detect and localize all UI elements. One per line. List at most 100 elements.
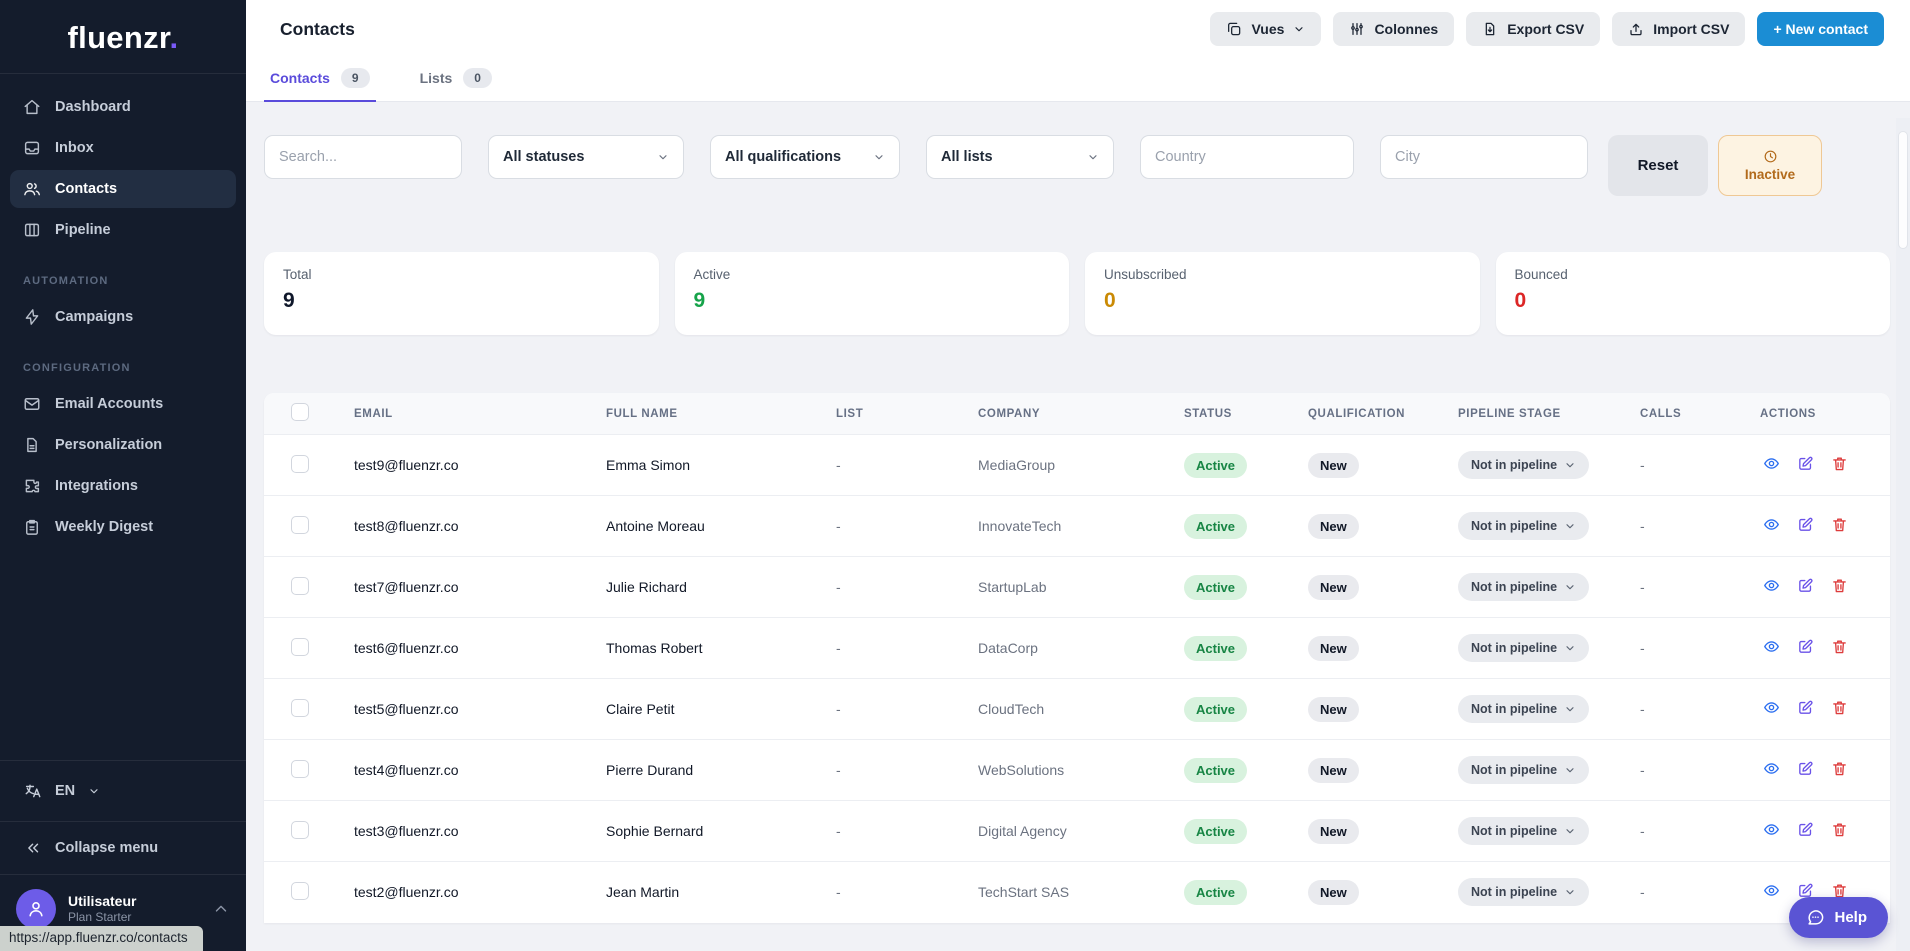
tab-lists[interactable]: Lists0 [414, 56, 498, 102]
vues-button[interactable]: Vues [1210, 12, 1321, 46]
column-header-actions: ACTIONS [1748, 393, 1890, 435]
sidebar-item-dashboard[interactable]: Dashboard [10, 88, 236, 126]
chevron-down-icon [1564, 886, 1576, 898]
tab-contacts[interactable]: Contacts9 [264, 56, 376, 102]
sidebar-item-pipeline[interactable]: Pipeline [10, 211, 236, 249]
colonnes-button[interactable]: Colonnes [1333, 12, 1454, 46]
stat-label: Active [694, 267, 1051, 282]
delete-contact-button[interactable] [1828, 635, 1851, 661]
delete-contact-button[interactable] [1828, 818, 1851, 844]
status-badge: Active [1184, 453, 1247, 478]
row-checkbox[interactable] [291, 882, 309, 900]
edit-contact-button[interactable] [1794, 635, 1817, 661]
country-input[interactable] [1140, 135, 1354, 179]
delete-contact-button[interactable] [1828, 513, 1851, 539]
eye-icon [1763, 760, 1780, 777]
sidebar-item-label: Pipeline [55, 222, 111, 238]
row-checkbox[interactable] [291, 821, 309, 839]
view-contact-button[interactable] [1760, 452, 1783, 478]
delete-contact-button[interactable] [1828, 696, 1851, 722]
list-cell: - [824, 618, 966, 679]
collapse-menu-button[interactable]: Collapse menu [0, 822, 246, 874]
row-checkbox[interactable] [291, 516, 309, 534]
status-filter[interactable]: All statuses [488, 135, 684, 179]
actions-cell [1748, 435, 1890, 496]
actions-cell [1748, 496, 1890, 557]
calls-cell: - [1628, 740, 1748, 801]
list-filter[interactable]: All lists [926, 135, 1114, 179]
pipeline-stage-dropdown[interactable]: Not in pipeline [1458, 573, 1589, 601]
city-input[interactable] [1380, 135, 1588, 179]
sidebar-item-personalization[interactable]: Personalization [10, 426, 236, 464]
view-contact-button[interactable] [1760, 513, 1783, 539]
sidebar-item-inbox[interactable]: Inbox [10, 129, 236, 167]
view-contact-button[interactable] [1760, 574, 1783, 600]
reset-button[interactable]: Reset [1608, 135, 1708, 196]
export-csv-button[interactable]: Export CSV [1466, 12, 1600, 46]
view-contact-button[interactable] [1760, 757, 1783, 783]
pipeline-stage-dropdown[interactable]: Not in pipeline [1458, 756, 1589, 784]
sidebar-item-email-accounts[interactable]: Email Accounts [10, 385, 236, 423]
view-contact-button[interactable] [1760, 818, 1783, 844]
row-checkbox[interactable] [291, 699, 309, 717]
pipeline-stage-cell: Not in pipeline [1446, 801, 1628, 862]
import-csv-button[interactable]: Import CSV [1612, 12, 1745, 46]
help-button[interactable]: Help [1789, 897, 1888, 938]
search-input[interactable] [264, 135, 462, 179]
delete-contact-button[interactable] [1828, 757, 1851, 783]
pipeline-stage-dropdown[interactable]: Not in pipeline [1458, 451, 1589, 479]
row-checkbox[interactable] [291, 760, 309, 778]
view-contact-button[interactable] [1760, 879, 1783, 905]
status-badge: Active [1184, 636, 1247, 661]
row-checkbox[interactable] [291, 455, 309, 473]
view-contact-button[interactable] [1760, 635, 1783, 661]
qualification-filter[interactable]: All qualifications [710, 135, 900, 179]
edit-contact-button[interactable] [1794, 574, 1817, 600]
email-cell: test7@fluenzr.co [342, 557, 594, 618]
inactive-toggle-button[interactable]: Inactive [1718, 135, 1822, 196]
view-contact-button[interactable] [1760, 696, 1783, 722]
sidebar-item-contacts[interactable]: Contacts [10, 170, 236, 208]
list-cell: - [824, 679, 966, 740]
status-cell: Active [1172, 740, 1296, 801]
delete-contact-button[interactable] [1828, 452, 1851, 478]
table-row: test3@fluenzr.coSophie Bernard-Digital A… [264, 801, 1890, 862]
sidebar-section-automation: AUTOMATION [23, 275, 223, 287]
scrollbar-track[interactable] [1896, 118, 1910, 951]
company-cell: DataCorp [966, 618, 1172, 679]
row-checkbox[interactable] [291, 638, 309, 656]
pipeline-stage-cell: Not in pipeline [1446, 679, 1628, 740]
list-cell: - [824, 435, 966, 496]
sidebar-item-weekly-digest[interactable]: Weekly Digest [10, 508, 236, 546]
users-icon [23, 180, 41, 198]
pipeline-stage-dropdown[interactable]: Not in pipeline [1458, 817, 1589, 845]
pipeline-stage-dropdown[interactable]: Not in pipeline [1458, 878, 1589, 906]
eye-icon [1763, 516, 1780, 533]
sidebar-item-campaigns[interactable]: Campaigns [10, 298, 236, 336]
collapse-menu-label: Collapse menu [55, 840, 158, 856]
list-cell: - [824, 557, 966, 618]
language-selector[interactable]: EN [0, 761, 246, 821]
scrollbar-thumb[interactable] [1898, 131, 1908, 249]
row-checkbox[interactable] [291, 577, 309, 595]
qualification-badge: New [1308, 636, 1359, 661]
sidebar-item-integrations[interactable]: Integrations [10, 467, 236, 505]
edit-contact-button[interactable] [1794, 452, 1817, 478]
qualification-badge: New [1308, 575, 1359, 600]
pipeline-stage-value: Not in pipeline [1471, 458, 1557, 472]
pipeline-stage-dropdown[interactable]: Not in pipeline [1458, 695, 1589, 723]
status-badge: Active [1184, 697, 1247, 722]
pipeline-stage-dropdown[interactable]: Not in pipeline [1458, 512, 1589, 540]
pipeline-stage-cell: Not in pipeline [1446, 496, 1628, 557]
select-all-checkbox[interactable] [291, 403, 309, 421]
content-area: All statuses All qualifications All list… [246, 102, 1910, 951]
new-contact-button[interactable]: + New contact [1757, 12, 1884, 46]
delete-contact-button[interactable] [1828, 574, 1851, 600]
edit-contact-button[interactable] [1794, 513, 1817, 539]
edit-contact-button[interactable] [1794, 818, 1817, 844]
edit-contact-button[interactable] [1794, 757, 1817, 783]
pipeline-stage-dropdown[interactable]: Not in pipeline [1458, 634, 1589, 662]
main-area: Contacts VuesColonnesExport CSVImport CS… [246, 0, 1910, 951]
edit-icon [1797, 760, 1814, 777]
edit-contact-button[interactable] [1794, 696, 1817, 722]
